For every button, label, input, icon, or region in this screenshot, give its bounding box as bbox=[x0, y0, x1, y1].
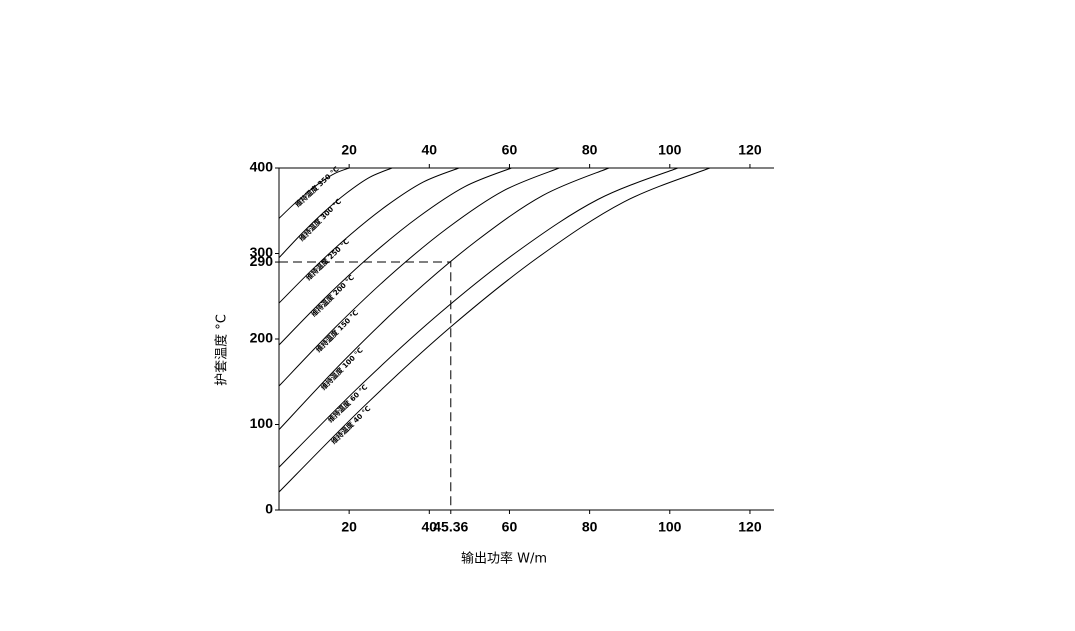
x-tick-label: 60 bbox=[502, 519, 518, 535]
x2-tick-label: 60 bbox=[502, 142, 518, 158]
x2-tick-label: 40 bbox=[422, 142, 438, 158]
x-tick-label: 100 bbox=[658, 519, 682, 535]
x2-tick-label: 20 bbox=[341, 142, 357, 158]
y-tick-label: 200 bbox=[250, 330, 274, 346]
y-tick-label: 100 bbox=[250, 415, 274, 431]
reference-line bbox=[279, 261, 452, 510]
x-tick-label: 120 bbox=[738, 519, 762, 535]
curve-label: 维持温度 150 °C bbox=[314, 308, 360, 354]
x2-tick-label: 80 bbox=[582, 142, 598, 158]
curve bbox=[278, 167, 711, 493]
curve bbox=[278, 167, 460, 304]
y-axis-title: 护套温度 °C bbox=[214, 314, 230, 386]
x-tick-label: 40 bbox=[422, 519, 438, 535]
curve bbox=[278, 167, 350, 219]
curve-label: 维持温度 200 °C bbox=[309, 273, 356, 319]
curve bbox=[278, 167, 678, 468]
x2-tick-label: 100 bbox=[658, 142, 682, 158]
y-tick-label: 400 bbox=[250, 159, 274, 175]
y-tick-label: 290 bbox=[250, 253, 274, 269]
curve bbox=[278, 167, 512, 346]
curve bbox=[278, 167, 610, 430]
curve-label: 维持温度 100 °C bbox=[319, 346, 365, 392]
x-tick-label: 20 bbox=[341, 519, 357, 535]
x-tick-label: 45.36 bbox=[433, 519, 468, 535]
x-axis-title: 输出功率 W/m bbox=[461, 551, 547, 567]
curve-label: 维持温度 250 °C bbox=[304, 237, 351, 282]
curve bbox=[278, 167, 393, 259]
x-tick-label: 80 bbox=[582, 519, 598, 535]
y-tick-label: 0 bbox=[265, 501, 273, 517]
y-tick-label: 300 bbox=[250, 244, 274, 260]
x2-tick-label: 120 bbox=[738, 142, 762, 158]
curve bbox=[278, 167, 560, 387]
